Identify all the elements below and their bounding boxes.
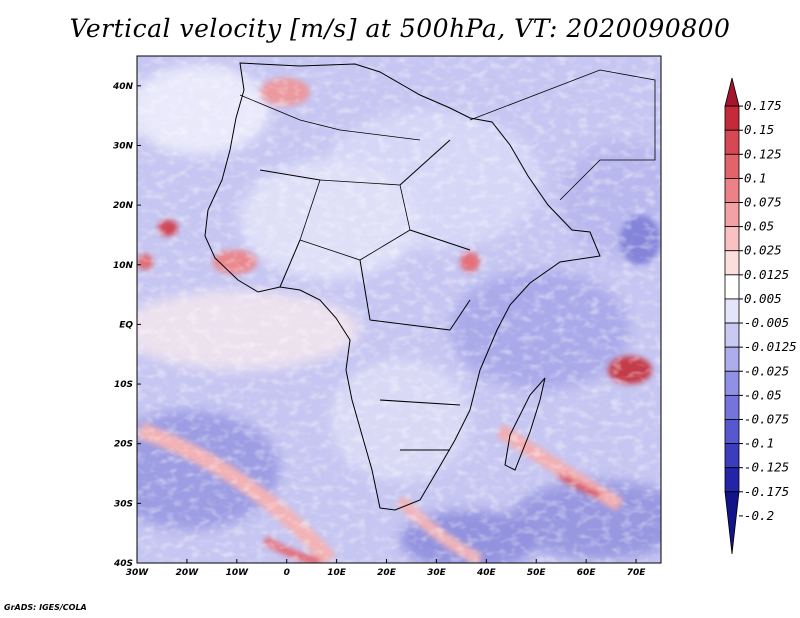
lat-label: 10S — [114, 380, 133, 390]
grads-credit: GrADS: IGES/COLA — [4, 603, 87, 612]
colorbar-label: -0.005 — [744, 315, 789, 330]
colorbar: 0.175 0.15 0.125 0.1 0.075 0.05 0.025 0.0125 0.0… — [724, 77, 797, 555]
lat-label: EQ — [119, 320, 133, 330]
longitude-labels: 30W 20W 10W 0 10E 20E 30E 40E 50E 60E 70E — [126, 559, 646, 578]
colorbar-bottom-arrow — [724, 491, 740, 555]
colorbar-segment — [724, 250, 740, 276]
colorbar-label: -0.0125 — [744, 339, 797, 354]
lon-label: 10E — [327, 568, 347, 578]
colorbar-label: -0.075 — [744, 411, 789, 426]
lon-label: 30W — [126, 568, 150, 578]
colorbar-label: -0.05 — [744, 387, 782, 402]
colorbar-label: -0.175 — [744, 484, 789, 499]
colorbar-segment — [724, 443, 740, 469]
lat-label: 30N — [113, 141, 134, 151]
lat-label: 30S — [114, 499, 133, 509]
colorbar-label: 0.025 — [744, 243, 782, 258]
colorbar-top-arrow — [724, 77, 740, 107]
colorbar-label: 0.1 — [744, 170, 767, 185]
colorbar-segment — [724, 298, 740, 324]
colorbar-segment — [724, 274, 740, 300]
colorbar-segment — [724, 226, 740, 252]
lon-label: 60E — [577, 568, 597, 578]
lon-label: 50E — [527, 568, 547, 578]
colorbar-label: 0.075 — [744, 195, 782, 210]
colorbar-segment — [724, 467, 740, 493]
lat-label: 20S — [114, 440, 133, 450]
colorbar-label: 0.15 — [744, 122, 774, 137]
colorbar-segment — [724, 346, 740, 372]
colorbar-label: 0.005 — [744, 291, 782, 306]
colorbar-segment — [724, 394, 740, 420]
lon-label: 0 — [284, 568, 290, 578]
lat-label: 10N — [113, 261, 134, 271]
lon-label: 20E — [377, 568, 397, 578]
colorbar-label: -0.125 — [744, 460, 789, 475]
lon-label: 20W — [176, 568, 200, 578]
colorbar-segment — [724, 105, 740, 131]
lon-label: 70E — [627, 568, 647, 578]
map-frame — [136, 55, 662, 564]
lat-label: 20N — [113, 201, 134, 211]
lat-label: 40S — [113, 559, 133, 569]
colorbar-segment — [724, 419, 740, 444]
colorbar-segment — [724, 202, 740, 228]
velocity-field — [137, 56, 661, 563]
colorbar-label: 0.0125 — [744, 267, 789, 282]
colorbar-label: -0.025 — [744, 363, 789, 378]
latitude-labels: 40N 30N 20N 10N EQ 10S 20S 30S 40S — [112, 82, 141, 569]
colorbar-label: 0.125 — [744, 146, 782, 161]
colorbar-segment — [724, 129, 740, 155]
colorbar-segment — [724, 322, 740, 348]
colorbar-label: 0.05 — [744, 219, 774, 234]
lon-label: 40E — [476, 568, 497, 578]
map-title: Vertical velocity [m/s] at 500hPa, VT: 2… — [69, 14, 731, 43]
colorbar-segment — [724, 153, 740, 179]
colorbar-segment — [724, 370, 740, 396]
colorbar-segment — [724, 178, 740, 203]
lat-label: 40N — [112, 82, 134, 92]
colorbar-label: -0.1 — [744, 436, 774, 451]
lon-label: 10W — [226, 568, 250, 578]
colorbar-label: 0.175 — [744, 98, 782, 113]
lon-label: 30E — [427, 568, 447, 578]
colorbar-label: -0.2 — [744, 508, 774, 523]
